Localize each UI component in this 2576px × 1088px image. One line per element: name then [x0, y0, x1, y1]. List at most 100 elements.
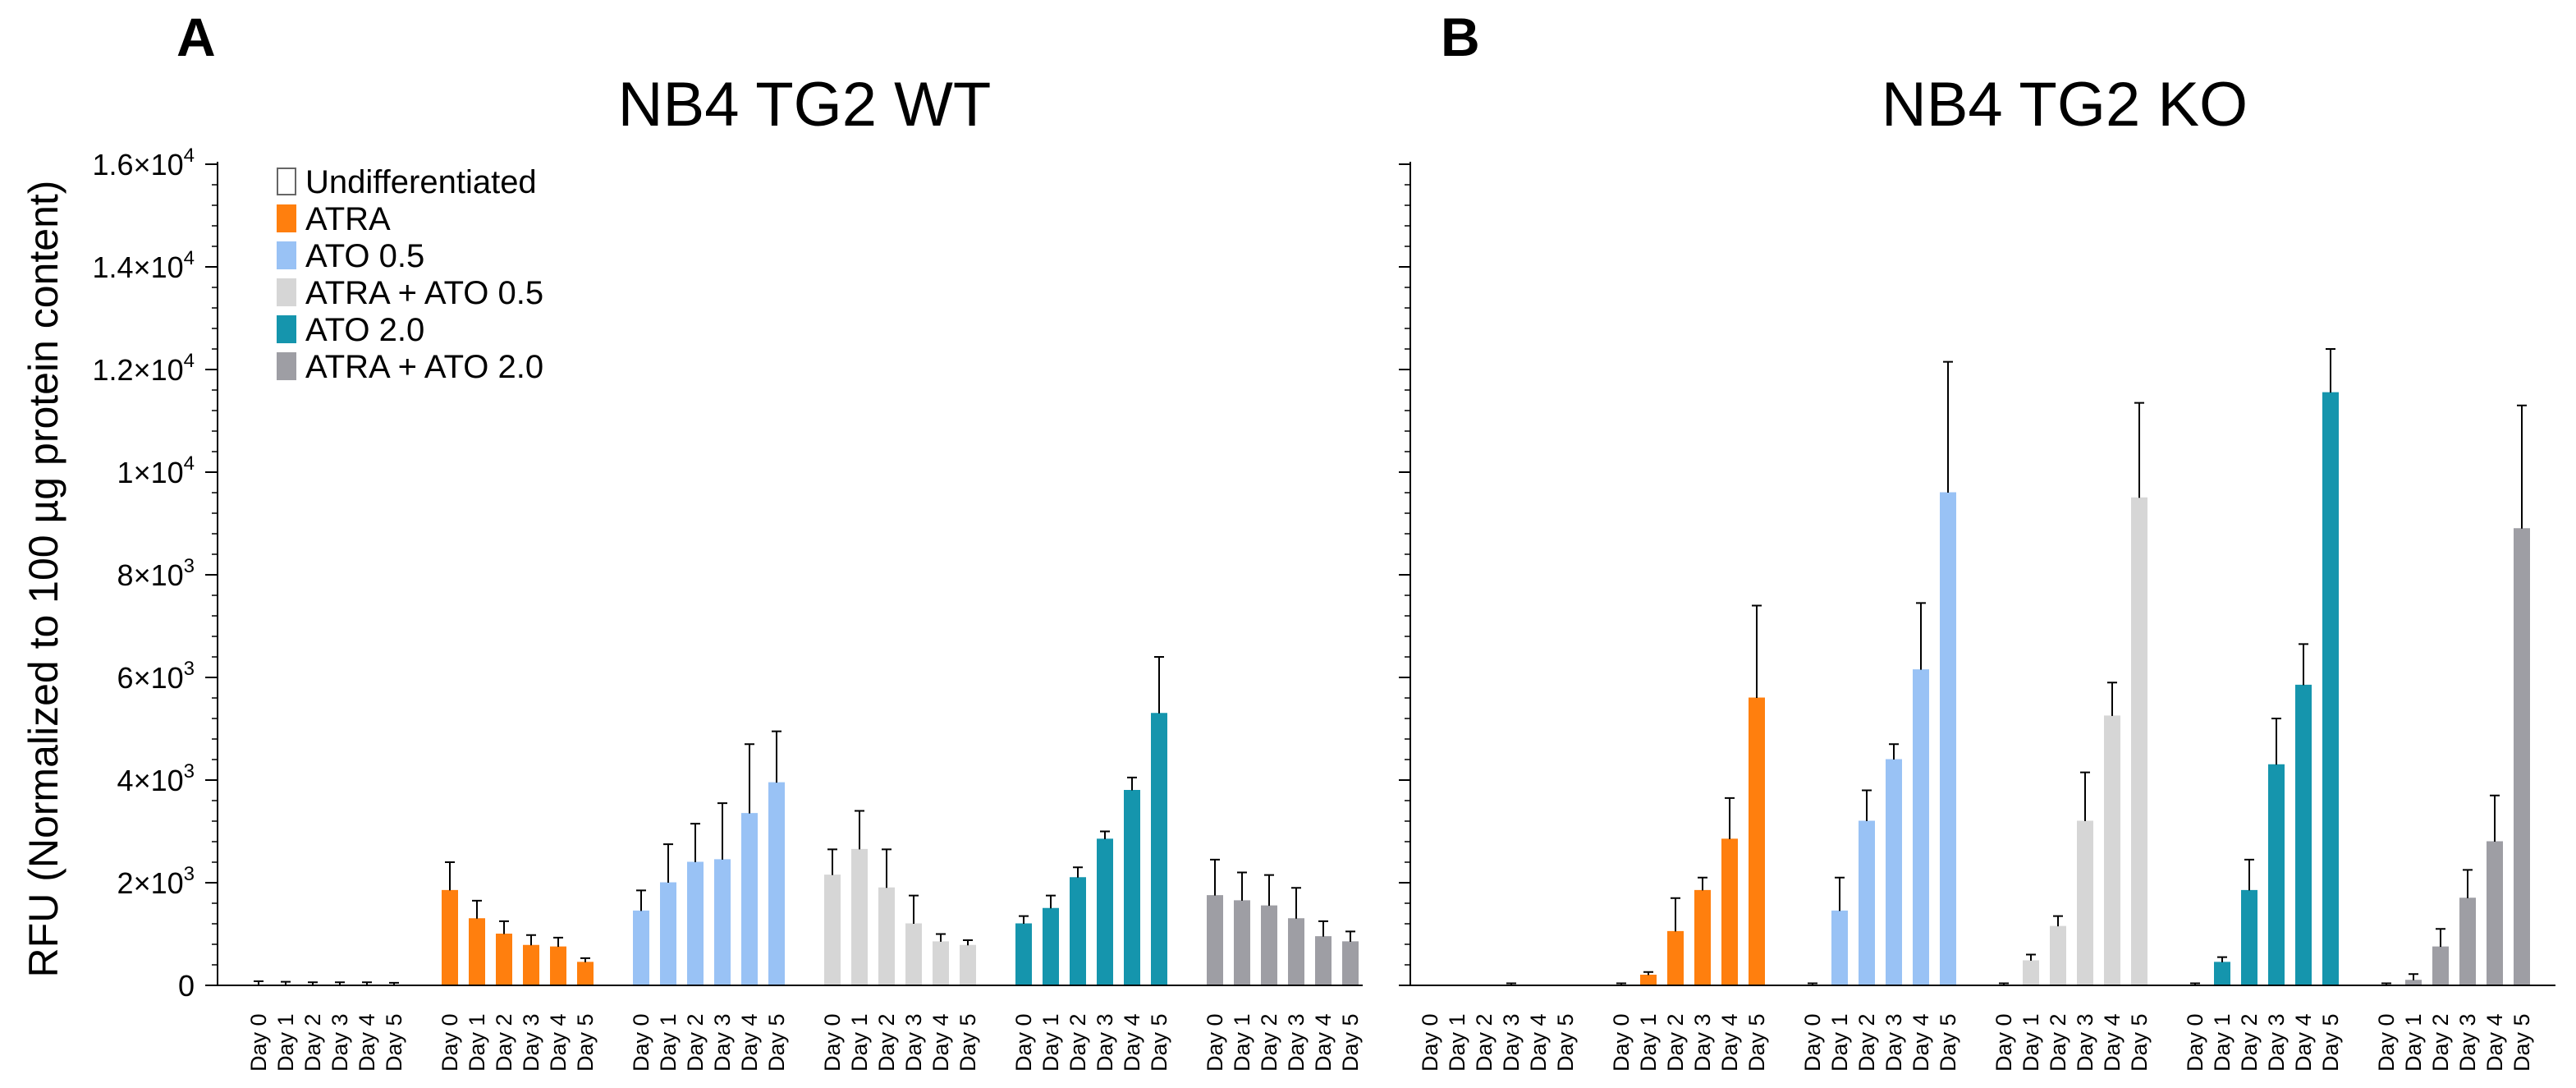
bar-atra-day-4: [550, 946, 566, 986]
x-tick-label: Day 1: [465, 1013, 489, 1072]
x-tick-label: Day 3: [2264, 1013, 2289, 1072]
legend-label: Undifferentiated: [305, 164, 537, 200]
bar-atra-ato-2-0-day-4: [2487, 841, 2503, 986]
y-tick-exponent: 4: [184, 145, 195, 167]
bar-ato-0-5-day-4: [1913, 669, 1929, 986]
legend-swatch-ato-2-0: [277, 315, 296, 343]
y-tick-exponent: 4: [184, 247, 195, 269]
x-tick-label: Day 3: [519, 1013, 543, 1072]
legend-swatch-ato-0-5: [277, 241, 296, 269]
bar-atra-ato-0-5-day-5: [960, 944, 976, 986]
x-tick-label: Day 4: [1311, 1013, 1336, 1072]
legend-label: ATRA + ATO 2.0: [305, 349, 543, 385]
y-tick-exponent: 3: [184, 760, 195, 783]
bar-ato-2-0-day-1: [2214, 962, 2230, 986]
x-tick-label: Day 2: [1472, 1013, 1497, 1072]
y-tick-mantissa: 1.2×10: [93, 353, 184, 387]
x-tick-label: Day 4: [2100, 1013, 2125, 1072]
x-tick-label: Day 1: [1445, 1013, 1469, 1072]
x-tick-label: Day 4: [2482, 1013, 2507, 1072]
legend-swatch-atra: [277, 204, 296, 232]
x-tick-label: Day 0: [2374, 1013, 2399, 1072]
y-tick-label: 1.2×104: [93, 350, 195, 387]
bar-atra-ato-2-0-day-1: [1234, 900, 1250, 986]
bar-atra-ato-0-5-day-3: [905, 923, 922, 986]
x-tick-label: Day 5: [2318, 1013, 2343, 1072]
x-tick-label: Day 0: [438, 1013, 462, 1072]
bar-ato-2-0-day-4: [1124, 790, 1140, 986]
x-tick-label: Day 4: [1717, 1013, 1742, 1072]
bar-atra-day-2: [496, 934, 512, 986]
y-tick-mantissa: 0: [178, 969, 195, 1003]
x-tick-label: Day 5: [956, 1013, 980, 1072]
bar-ato-0-5-day-2: [1859, 820, 1875, 986]
bar-ato-2-0-day-3: [1097, 838, 1113, 986]
bar-ato-0-5-day-0: [633, 910, 649, 986]
x-tick-label: Day 1: [1038, 1013, 1063, 1072]
y-tick-exponent: 3: [184, 863, 195, 885]
bar-atra-day-0: [442, 889, 458, 986]
x-tick-label: Day 3: [710, 1013, 735, 1072]
x-tick-label: Day 2: [1854, 1013, 1879, 1072]
y-tick-exponent: 3: [184, 658, 195, 680]
x-tick-label: Day 2: [300, 1013, 325, 1072]
x-tick-label: Day 4: [1120, 1013, 1144, 1072]
bar-ato-2-0-day-1: [1043, 907, 1059, 986]
x-tick-label: Day 3: [2073, 1013, 2097, 1072]
legend-label: ATRA + ATO 0.5: [305, 275, 543, 311]
x-tick-label: Day 4: [1526, 1013, 1551, 1072]
x-tick-label: Day 2: [492, 1013, 516, 1072]
y-tick-mantissa: 8×10: [117, 558, 184, 592]
bar-atra-ato-0-5-day-2: [878, 887, 895, 986]
panel-b-title: NB4 TG2 KO: [1882, 70, 2248, 140]
bar-atra-ato-0-5-day-1: [2023, 960, 2039, 986]
y-tick-mantissa: 2×10: [117, 866, 184, 900]
y-tick-mantissa: 1.6×10: [93, 148, 184, 181]
panel-b-bars: [1399, 162, 2555, 986]
y-tick-label: 8×103: [117, 555, 195, 592]
bar-atra-ato-0-5-day-3: [2077, 820, 2093, 986]
panel-a: A NB4 TG2 WT RFU (Normalized to 100 µg p…: [21, 7, 1363, 1072]
bar-atra-day-5: [1749, 697, 1765, 986]
x-tick-label: Day 4: [1909, 1013, 1933, 1072]
bar-ato-0-5-day-2: [687, 861, 704, 986]
y-tick-label: 2×103: [117, 863, 195, 900]
bar-atra-ato-0-5-day-4: [2104, 715, 2120, 986]
x-tick-label: Day 3: [901, 1013, 926, 1072]
bar-ato-0-5-day-3: [714, 859, 731, 986]
bar-atra-ato-2-0-day-3: [1288, 918, 1304, 986]
x-tick-label: Day 0: [820, 1013, 845, 1072]
x-tick-label: Day 0: [1800, 1013, 1825, 1072]
x-tick-label: Day 3: [1499, 1013, 1524, 1072]
bar-atra-ato-2-0-day-0: [1207, 895, 1223, 986]
bar-ato-0-5-day-1: [1831, 910, 1848, 986]
x-tick-label: Day 1: [847, 1013, 872, 1072]
x-tick-label: Day 2: [683, 1013, 708, 1072]
panel-a-bars: [217, 162, 1363, 986]
x-tick-label: Day 1: [2019, 1013, 2043, 1072]
x-tick-label: Day 0: [246, 1013, 271, 1072]
panel-a-letter: A: [176, 7, 216, 67]
x-tick-label: Day 5: [2127, 1013, 2152, 1072]
x-tick-label: Day 0: [1011, 1013, 1036, 1072]
panel-b: B NB4 TG2 KO Day 0 Day 1 Day 2 Day 3 Day 4 Da…: [1399, 7, 2555, 1072]
bar-ato-2-0-day-0: [1015, 923, 1032, 986]
y-tick-label: 4×103: [117, 760, 195, 797]
y-tick-mantissa: 1×10: [117, 456, 184, 489]
y-tick-label: 1×104: [117, 452, 195, 489]
x-tick-label: Day 0: [1418, 1013, 1442, 1072]
x-tick-label: Day 3: [328, 1013, 352, 1072]
x-tick-label: Day 5: [1338, 1013, 1363, 1072]
x-tick-label: Day 1: [2210, 1013, 2235, 1072]
x-tick-label: Day 3: [2455, 1013, 2480, 1072]
bar-atra-ato-2-0-day-2: [1261, 905, 1277, 986]
x-tick-label: Day 3: [1690, 1013, 1715, 1072]
panel-a-x-tick-labels: Day 0 Day 1 Day 2 Day 3 Day 4 Day 5 Day 0 Day 1…: [246, 1013, 1363, 1072]
x-tick-label: Day 2: [1066, 1013, 1090, 1072]
x-tick-label: Day 5: [382, 1013, 406, 1072]
x-tick-label: Day 0: [1992, 1013, 2016, 1072]
x-tick-label: Day 2: [1663, 1013, 1688, 1072]
legend-swatch-undifferentiated: [277, 168, 296, 195]
bar-atra-ato-2-0-day-5: [1342, 941, 1359, 986]
x-tick-label: Day 0: [2183, 1013, 2207, 1072]
